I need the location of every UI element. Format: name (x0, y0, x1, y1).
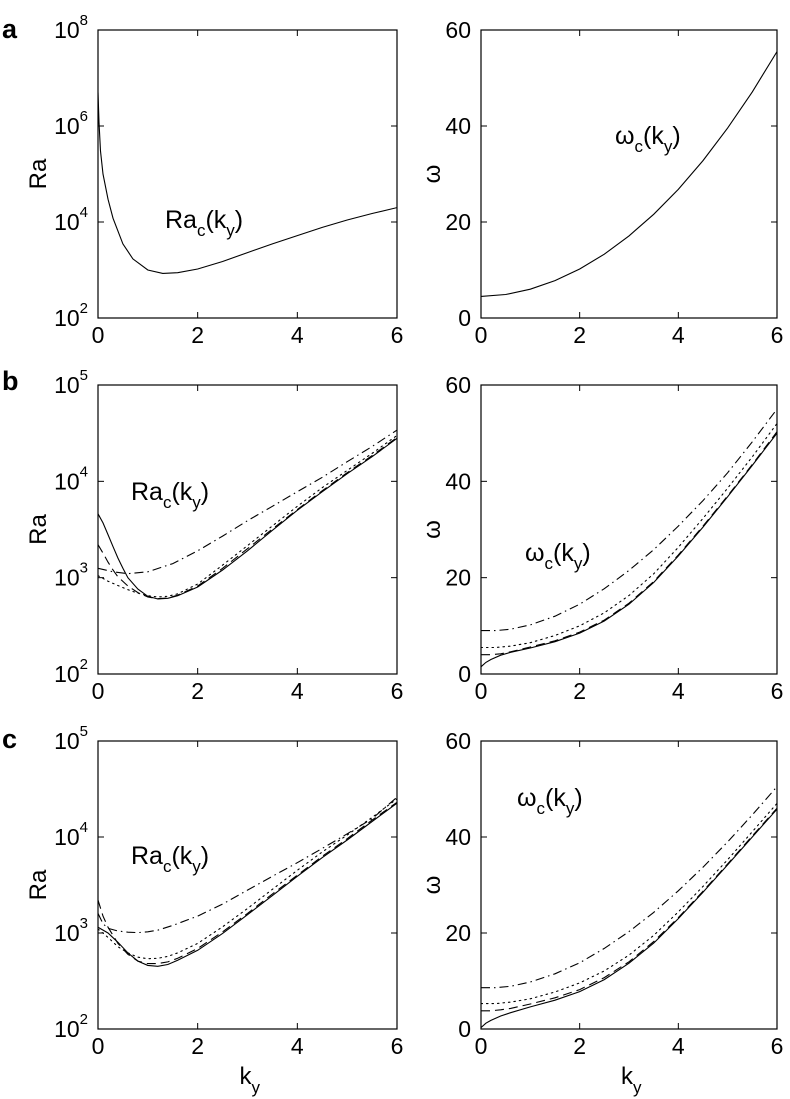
series-line-dashed (481, 431, 777, 656)
series-line-solid (98, 437, 397, 600)
series-line-dashdot (98, 429, 397, 575)
x-tick-label: 6 (391, 1033, 404, 1059)
y-tick-label: 20 (445, 565, 471, 591)
y-tick-label: 0 (458, 661, 471, 687)
y-axis-label: ω (419, 876, 446, 895)
y-axis-label: Ra (25, 158, 52, 189)
series-line-dashed (98, 437, 397, 600)
curve-annotation: Rac(ky) (131, 842, 209, 876)
series-line-solid (98, 92, 397, 274)
panel-letter-b: b (2, 366, 19, 396)
x-tick-label: 2 (191, 322, 204, 348)
x-tick-label: 2 (573, 322, 586, 348)
y-tick-label: 104 (54, 204, 88, 235)
series-line-solid (481, 432, 777, 668)
plot-frame (480, 29, 778, 319)
x-tick-label: 4 (291, 1033, 304, 1059)
plot-c-left: 0 2 4 6 102 103 104 105 Ra ky Rac(ky) (25, 723, 403, 1097)
series-line-dashdot (481, 408, 777, 632)
y-tick-label: 102 (54, 656, 88, 687)
series-line-dotted (481, 802, 777, 1005)
y-tick-label: 60 (445, 372, 471, 398)
series-line-dashed (98, 801, 397, 965)
series-line-dashdot (481, 786, 777, 989)
x-tick-label: 4 (672, 322, 685, 348)
y-axis-label: ω (419, 520, 446, 539)
y-tick-label: 104 (54, 463, 88, 494)
plot-frame (97, 740, 398, 1030)
series-line-dashdot (98, 796, 397, 934)
series-line-solid (481, 51, 777, 297)
x-tick-label: 4 (672, 1033, 685, 1059)
y-tick-label: 20 (445, 209, 471, 235)
plot-frame (97, 384, 398, 675)
x-tick-label: 2 (191, 1033, 204, 1059)
x-tick-label: 6 (771, 1033, 784, 1059)
y-tick-label: 102 (54, 300, 88, 331)
curve-annotation: Rac(ky) (165, 206, 243, 240)
series-line-dotted (98, 798, 397, 960)
series-line-dashed (481, 807, 777, 1012)
x-tick-label: 2 (191, 678, 204, 704)
y-axis-label: ω (419, 165, 446, 184)
y-tick-label: 105 (54, 723, 88, 754)
y-tick-label: 60 (445, 17, 471, 43)
y-tick-label: 20 (445, 920, 471, 946)
x-tick-label: 0 (92, 678, 105, 704)
series-line-dotted (98, 434, 397, 598)
x-tick-label: 6 (771, 322, 784, 348)
plot-a-left: 0 2 4 6 102 104 106 108 Ra Rac(ky) (25, 12, 403, 348)
x-tick-label: 2 (573, 678, 586, 704)
y-tick-label: 0 (458, 1016, 471, 1042)
panel-letter-c: c (2, 724, 17, 754)
x-tick-label: 0 (92, 322, 105, 348)
series-line-dotted (481, 422, 777, 649)
curve-annotation: ωc(ky) (615, 122, 681, 156)
plot-b-left: 0 2 4 6 102 103 104 105 Ra Rac(ky) (25, 367, 403, 704)
x-tick-label: 0 (475, 322, 488, 348)
x-tick-label: 4 (672, 678, 685, 704)
x-tick-label: 0 (475, 678, 488, 704)
x-tick-label: 0 (92, 1033, 105, 1059)
plot-frame (480, 384, 778, 675)
x-tick-label: 2 (573, 1033, 586, 1059)
x-tick-label: 4 (291, 678, 304, 704)
y-tick-label: 0 (458, 305, 471, 331)
y-tick-label: 103 (54, 915, 88, 946)
curve-annotation: ωc(ky) (517, 784, 583, 818)
series-line-solid (481, 808, 777, 1029)
y-tick-label: 106 (54, 108, 88, 139)
y-tick-label: 105 (54, 367, 88, 398)
y-tick-label: 108 (54, 12, 88, 43)
y-tick-label: 40 (445, 468, 471, 494)
x-tick-label: 4 (291, 322, 304, 348)
y-tick-label: 60 (445, 728, 471, 754)
series-line-solid (98, 802, 397, 967)
curve-annotation: Rac(ky) (131, 478, 209, 512)
x-tick-label: 0 (475, 1033, 488, 1059)
y-tick-label: 40 (445, 824, 471, 850)
y-tick-label: 40 (445, 113, 471, 139)
y-tick-label: 104 (54, 819, 88, 850)
x-axis-label: ky (621, 1063, 642, 1097)
x-tick-label: 6 (771, 678, 784, 704)
x-tick-label: 6 (391, 322, 404, 348)
x-axis-label: ky (240, 1063, 261, 1097)
x-tick-label: 6 (391, 678, 404, 704)
panel-letters: a b c (2, 14, 19, 754)
plot-frame (97, 29, 398, 319)
y-axis-label: Ra (25, 869, 52, 900)
curve-annotation: ωc(ky) (525, 539, 591, 573)
y-tick-label: 102 (54, 1011, 88, 1042)
y-tick-label: 103 (54, 560, 88, 591)
y-axis-label: Ra (25, 514, 52, 545)
plot-frame (480, 740, 778, 1030)
panel-letter-a: a (2, 14, 18, 44)
